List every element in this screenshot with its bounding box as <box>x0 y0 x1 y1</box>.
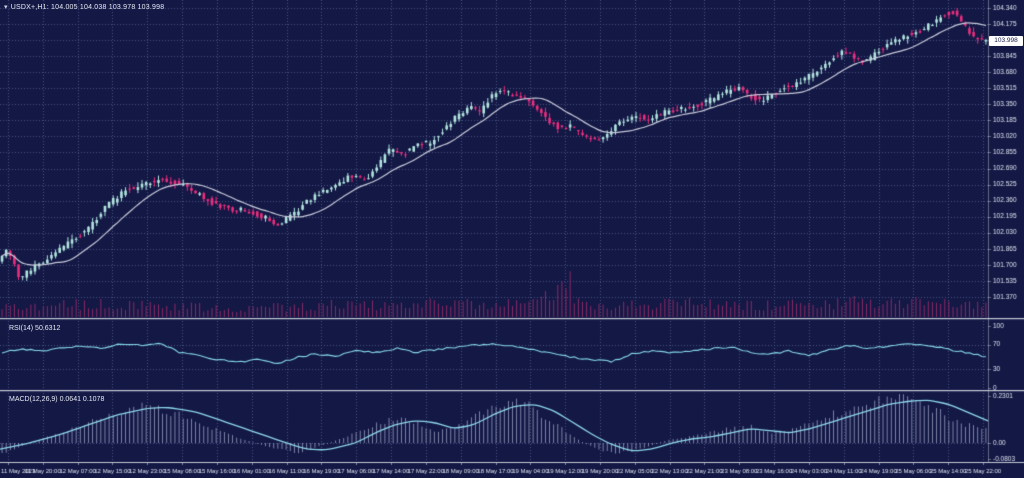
collapse-arrow-icon[interactable]: ▾ <box>4 4 8 11</box>
macd-indicator-label: MACD(12,26,9) 0.0641 0.1078 <box>9 396 105 403</box>
chart-title: USDX+,H1: 104.005 104.038 103.978 103.99… <box>10 4 165 11</box>
rsi-indicator-label: RSI(14) 50.6312 <box>9 325 61 332</box>
chart-title-bar: ▾ USDX+,H1: 104.005 104.038 103.978 103.9… <box>4 3 164 12</box>
current-price-tag: 103.998 <box>989 36 1023 46</box>
